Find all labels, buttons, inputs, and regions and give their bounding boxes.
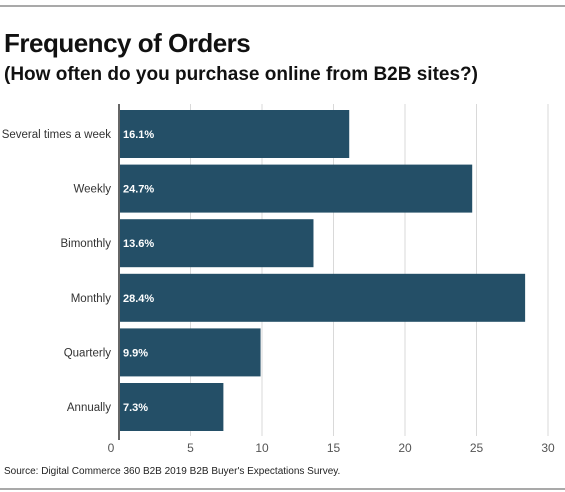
category-labels: Several times a week Weekly Bimonthly Month… <box>2 129 112 414</box>
data-label: 9.9% <box>123 347 148 359</box>
x-axis-ticks: 0 5 10 15 20 25 30 <box>108 441 555 455</box>
data-label: 7.3% <box>123 402 148 414</box>
x-tick-label: 30 <box>541 441 555 455</box>
category-label: Quarterly <box>64 347 112 359</box>
bar <box>119 273 526 322</box>
chart-title: Frequency of Orders <box>4 28 251 58</box>
x-tick-label: 20 <box>398 441 412 455</box>
bar <box>119 110 350 158</box>
data-label: 28.4% <box>123 293 154 305</box>
data-label: 13.6% <box>123 238 154 250</box>
category-label: Annually <box>67 402 111 414</box>
x-tick-label: 15 <box>327 441 341 455</box>
x-tick-label: 5 <box>187 441 194 455</box>
category-label: Monthly <box>71 293 112 305</box>
bar <box>119 164 473 213</box>
x-tick-label: 0 <box>108 441 115 455</box>
data-label: 16.1% <box>123 129 154 141</box>
bar <box>119 383 224 431</box>
data-label: 24.7% <box>123 184 154 196</box>
bars <box>119 110 526 431</box>
category-label: Bimonthly <box>61 238 112 250</box>
category-label: Weekly <box>74 184 112 196</box>
chart-subtitle: (How often do you purchase online from B… <box>4 64 478 85</box>
bar <box>119 219 314 268</box>
data-labels: 16.1% 24.7% 13.6% 28.4% 9.9% 7.3% <box>123 129 154 414</box>
bar-chart: 16.1% 24.7% 13.6% 28.4% 9.9% 7.3% Several tim… <box>2 104 555 455</box>
x-tick-label: 25 <box>470 441 484 455</box>
source-note: Source: Digital Commerce 360 B2B 2019 B2… <box>4 466 341 477</box>
bar <box>119 328 261 377</box>
top-rule <box>0 5 565 7</box>
x-tick-label: 10 <box>255 441 269 455</box>
bottom-rule <box>0 488 565 490</box>
category-label: Several times a week <box>2 129 112 141</box>
grid-lines <box>190 104 549 436</box>
